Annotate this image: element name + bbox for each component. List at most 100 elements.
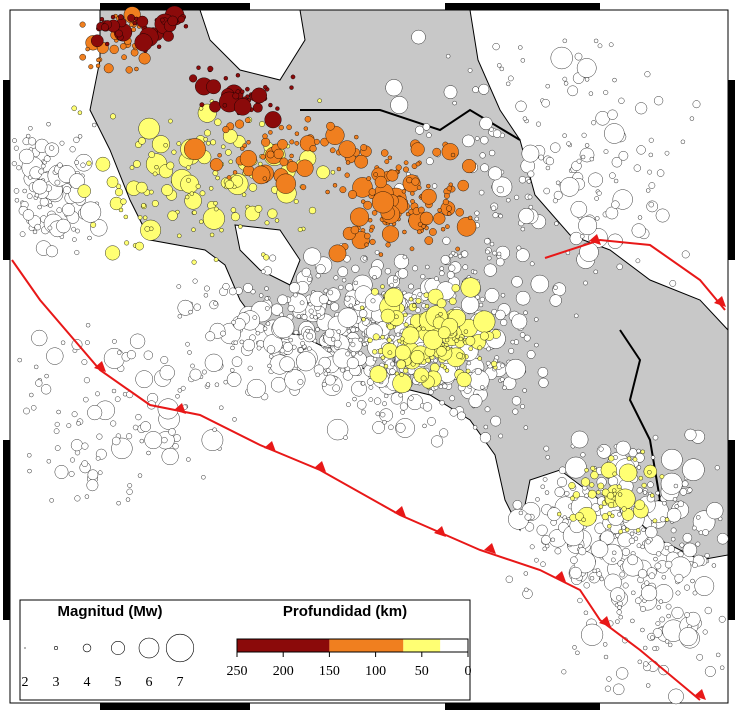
- earthquake: [637, 659, 642, 664]
- earthquake: [267, 208, 278, 219]
- earthquake: [458, 336, 463, 342]
- earthquake: [656, 169, 665, 177]
- earthquake: [659, 516, 666, 523]
- earthquake: [643, 645, 648, 651]
- earthquake: [151, 135, 170, 154]
- earthquake: [540, 484, 545, 489]
- earthquake: [636, 465, 642, 470]
- earthquake: [492, 250, 497, 256]
- earthquake: [589, 156, 594, 162]
- earthquake: [461, 295, 480, 314]
- earthquake: [526, 179, 532, 184]
- earthquake: [330, 170, 336, 175]
- earthquake: [640, 606, 646, 612]
- earthquake: [210, 139, 217, 146]
- earthquake: [433, 212, 446, 225]
- earthquake: [46, 245, 58, 258]
- earthquake: [325, 189, 330, 195]
- earthquake: [84, 494, 90, 499]
- earthquake: [188, 309, 193, 315]
- earthquake: [167, 15, 178, 27]
- earthquake: [296, 351, 316, 372]
- earthquake: [146, 450, 151, 456]
- earthquake: [524, 587, 529, 592]
- earthquake: [416, 185, 422, 190]
- earthquake: [590, 465, 596, 471]
- trench-tooth: [714, 296, 726, 307]
- earthquake: [474, 136, 480, 141]
- earthquake: [96, 433, 103, 440]
- earthquake: [677, 500, 684, 507]
- earthquake: [263, 84, 268, 90]
- earthquake: [646, 683, 651, 688]
- earthquake: [321, 382, 327, 388]
- earthquake: [590, 471, 599, 480]
- earthquake: [123, 214, 129, 220]
- earthquake: [520, 404, 525, 409]
- earthquake: [357, 400, 367, 410]
- earthquake: [603, 89, 609, 95]
- earthquake: [460, 277, 481, 298]
- earthquake: [461, 250, 469, 258]
- earthquake: [511, 276, 523, 288]
- earthquake: [465, 368, 471, 374]
- earthquake: [355, 300, 360, 305]
- earthquake: [637, 569, 648, 579]
- earthquake: [452, 100, 457, 106]
- earthquake: [28, 137, 37, 146]
- earthquake: [339, 186, 347, 194]
- earthquake: [644, 580, 650, 586]
- earthquake: [408, 395, 414, 401]
- earthquake: [254, 204, 263, 213]
- earthquake: [156, 44, 162, 49]
- trench-tooth: [599, 616, 611, 627]
- earthquake: [228, 287, 237, 296]
- earthquake: [716, 652, 721, 658]
- earthquake: [225, 180, 234, 190]
- earthquake: [477, 345, 483, 351]
- earthquake: [119, 43, 127, 50]
- earthquake: [232, 92, 240, 100]
- earthquake: [374, 175, 387, 189]
- earthquake: [325, 368, 331, 373]
- depth-label: 50: [415, 664, 429, 679]
- earthquake: [127, 14, 136, 22]
- earthquake: [428, 389, 434, 395]
- earthquake: [395, 422, 406, 433]
- earthquake: [111, 436, 121, 446]
- earthquake: [54, 445, 61, 451]
- earthquake: [511, 313, 528, 330]
- earthquake: [451, 284, 460, 293]
- earthquake: [622, 582, 629, 589]
- earthquake: [604, 123, 625, 144]
- earthquake: [384, 268, 392, 275]
- earthquake: [382, 225, 400, 243]
- earthquake: [498, 433, 504, 439]
- earthquake: [478, 302, 484, 308]
- earthquake: [528, 204, 533, 210]
- earthquake: [512, 500, 523, 510]
- earthquake: [427, 417, 436, 426]
- earthquake: [329, 147, 336, 154]
- earthquake: [246, 379, 266, 399]
- earthquake: [583, 610, 589, 615]
- earthquake: [412, 265, 418, 272]
- earthquake: [325, 328, 335, 338]
- earthquake: [39, 197, 49, 207]
- earthquake: [684, 428, 697, 441]
- earthquake: [704, 666, 716, 677]
- earthquake: [673, 483, 679, 489]
- earthquake: [408, 297, 414, 302]
- earthquake: [443, 192, 450, 199]
- earthquake: [350, 225, 360, 235]
- earthquake: [363, 200, 373, 210]
- earthquake: [479, 116, 493, 131]
- earthquake: [360, 381, 366, 386]
- earthquake: [557, 477, 568, 488]
- earthquake: [518, 45, 523, 50]
- earthquake: [290, 74, 296, 80]
- earthquake: [446, 271, 455, 279]
- trench-tooth: [554, 571, 566, 582]
- trench-tooth: [434, 526, 446, 537]
- earthquake: [537, 367, 549, 378]
